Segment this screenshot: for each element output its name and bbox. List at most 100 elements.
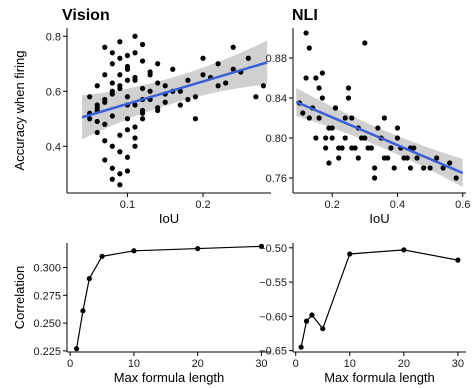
panel-vision_corr: 0 10 20 30 0.225 0.250 0.275 0.300 Max formula l… [12, 243, 271, 385]
data-point [313, 135, 319, 141]
y-tick-label: −0.55 [259, 277, 287, 289]
data-point [124, 168, 131, 174]
data-point [132, 33, 138, 39]
data-point [385, 155, 391, 161]
data-point [94, 83, 100, 89]
data-point [260, 83, 267, 89]
data-point [80, 308, 86, 314]
data-point [185, 96, 191, 103]
data-point [345, 85, 352, 91]
x-tick-label: 0.2 [325, 199, 340, 211]
data-point [223, 80, 229, 86]
x-axis-label: Max formula length [324, 370, 435, 385]
data-point [147, 69, 153, 75]
data-point [155, 61, 161, 67]
data-point [162, 99, 168, 105]
data-point [109, 50, 115, 56]
data-point [177, 102, 183, 108]
data-point [132, 77, 138, 83]
data-point [434, 155, 440, 161]
y-tick-label: 0.250 [33, 318, 61, 330]
data-point [253, 94, 259, 100]
data-point [102, 121, 108, 127]
y-tick-label: 0.225 [33, 346, 61, 358]
data-point [394, 125, 401, 131]
data-point [345, 95, 352, 101]
y-axis-label: Correlation [12, 266, 27, 330]
data-point [200, 55, 206, 61]
data-point [73, 346, 80, 352]
data-point [124, 154, 131, 160]
data-point [102, 157, 108, 163]
data-point [347, 251, 353, 257]
y-tick-label: 0.275 [33, 290, 61, 302]
data-point [320, 326, 326, 332]
x-axis-label: Max formula length [114, 370, 225, 385]
data-point [185, 77, 191, 83]
data-point [394, 135, 401, 141]
data-point [323, 135, 329, 141]
x-tick-label: 10 [344, 358, 356, 370]
data-point [407, 165, 414, 171]
data-point [336, 155, 342, 161]
y-tick-label: 0.6 [46, 86, 61, 98]
data-point [319, 70, 325, 76]
x-tick-label: 0.2 [195, 199, 210, 211]
data-point [155, 107, 161, 114]
data-point [117, 85, 123, 92]
data-point [375, 125, 381, 131]
data-point [117, 55, 123, 61]
data-point [323, 145, 329, 151]
data-point [404, 155, 410, 161]
y-tick-label: −0.50 [259, 243, 287, 255]
data-point [99, 253, 105, 259]
data-point [162, 83, 168, 89]
y-tick-label: −0.60 [259, 311, 287, 323]
data-point [124, 52, 131, 59]
line-points [73, 243, 265, 352]
data-point [372, 175, 378, 181]
data-point [316, 85, 322, 91]
data-point [349, 115, 355, 121]
data-point [306, 115, 312, 121]
data-point [215, 83, 221, 89]
data-point [192, 116, 199, 122]
data-point [372, 165, 378, 171]
data-point [109, 176, 115, 182]
data-point [86, 275, 92, 282]
x-tick-label: 0.4 [390, 199, 405, 211]
y-tick-label: 0.88 [266, 53, 287, 65]
data-point [215, 61, 221, 67]
panel-title: Vision [62, 7, 110, 24]
data-point [339, 145, 345, 151]
data-point [94, 118, 100, 125]
data-point [342, 135, 348, 141]
data-point [87, 94, 93, 100]
data-point [109, 61, 115, 67]
y-tick-label: 0.300 [33, 262, 61, 274]
regression-line [295, 100, 464, 175]
data-point [109, 113, 115, 119]
y-tick-label: 0.76 [266, 173, 287, 185]
data-point [355, 155, 361, 161]
regression-line [81, 61, 268, 119]
data-point [381, 115, 387, 121]
data-point [352, 145, 358, 151]
data-point [455, 257, 461, 263]
data-point [326, 160, 332, 166]
data-point [109, 143, 115, 149]
data-point [414, 155, 420, 161]
data-point [342, 115, 348, 121]
y-tick-label: 0.4 [46, 141, 61, 153]
data-point [139, 85, 146, 92]
x-axis-label: IoU [159, 211, 179, 226]
x-tick-label: 0 [293, 358, 299, 370]
y-tick-label: 0.8 [46, 31, 61, 43]
x-tick-label: 30 [255, 358, 267, 370]
x-tick-label: 0 [67, 358, 73, 370]
data-point [117, 149, 123, 155]
data-point [365, 145, 371, 151]
data-point [177, 88, 183, 94]
panel-nli: NLI 0.2 0.4 0.6 0.76 0.80 0.84 0.88 IoU [266, 7, 471, 226]
